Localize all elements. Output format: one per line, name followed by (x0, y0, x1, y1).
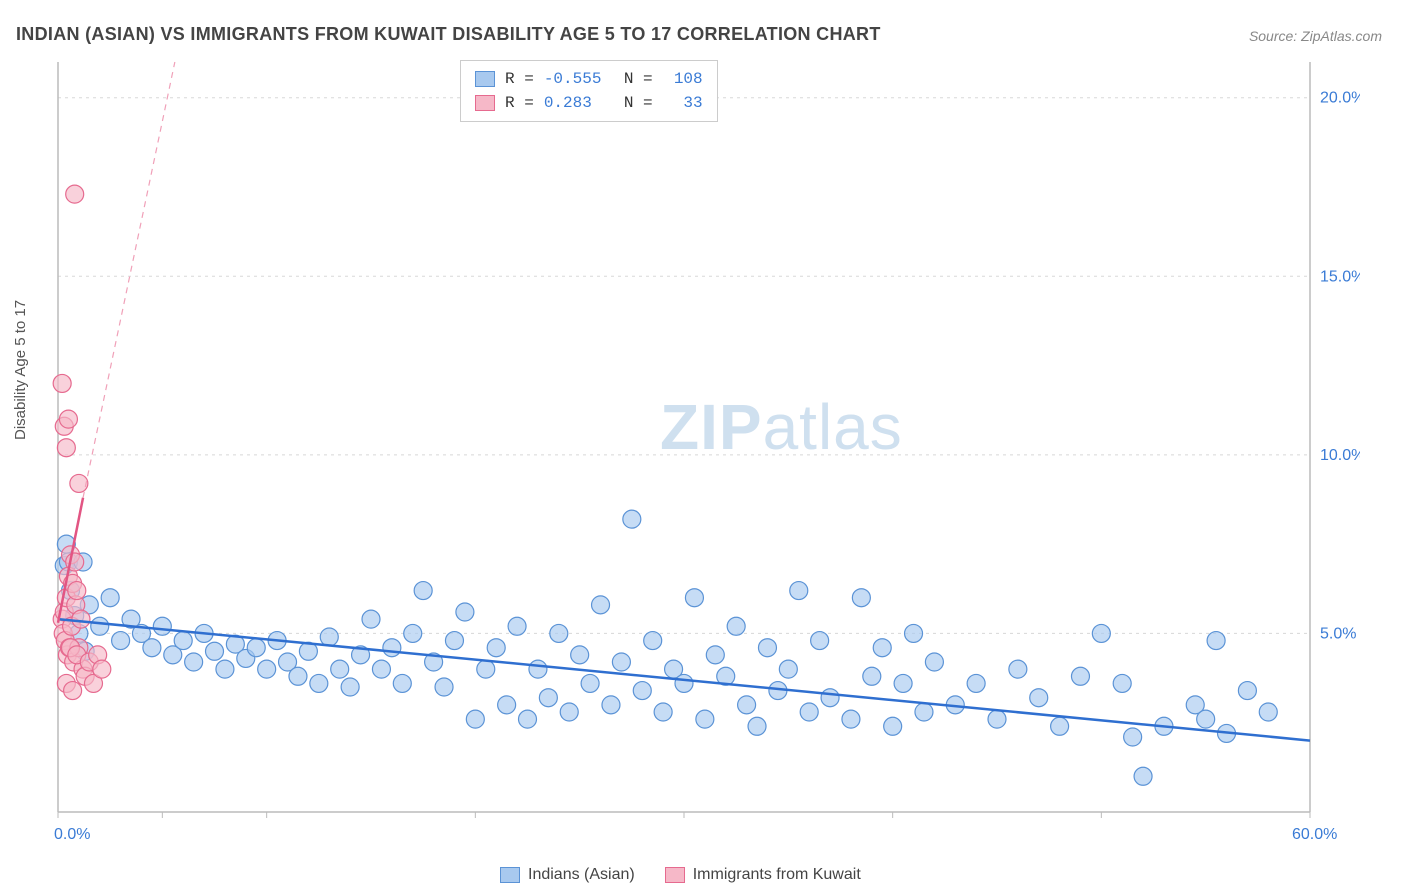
legend-n-value: 108 (663, 67, 703, 91)
svg-text:15.0%: 15.0% (1320, 268, 1360, 285)
legend-r-label: R = (505, 67, 534, 91)
legend-swatch (500, 867, 520, 883)
scatter-svg: 5.0% 10.0% 15.0% 20.0% (50, 56, 1360, 832)
legend-r-label: R = (505, 91, 534, 115)
legend-stat-row: R = 0.283 N = 33 (475, 91, 703, 115)
source-attribution: Source: ZipAtlas.com (1249, 28, 1382, 44)
series-legend-item: Indians (Asian) (500, 866, 635, 884)
series-legend-item: Immigrants from Kuwait (665, 866, 861, 884)
legend-n-value: 33 (663, 91, 703, 115)
chart-plot-area: 5.0% 10.0% 15.0% 20.0% (50, 56, 1360, 832)
legend-swatch (475, 95, 495, 111)
legend-stat-row: R = -0.555 N = 108 (475, 67, 703, 91)
series-legend-label: Immigrants from Kuwait (693, 866, 861, 883)
x-axis-min-label: 0.0% (54, 826, 90, 844)
svg-text:10.0%: 10.0% (1320, 447, 1360, 464)
x-axis-max-label: 60.0% (1292, 826, 1337, 844)
legend-r-value: 0.283 (544, 91, 614, 115)
legend-swatch (665, 867, 685, 883)
legend-r-value: -0.555 (544, 67, 614, 91)
correlation-legend: R = -0.555 N = 108 R = 0.283 N = 33 (460, 60, 718, 122)
legend-n-label: N = (624, 67, 653, 91)
legend-n-label: N = (624, 91, 653, 115)
svg-text:20.0%: 20.0% (1320, 90, 1360, 107)
legend-swatch (475, 71, 495, 87)
y-axis-label: Disability Age 5 to 17 (12, 300, 29, 440)
svg-text:5.0%: 5.0% (1320, 625, 1356, 642)
series-legend: Indians (Asian) Immigrants from Kuwait (500, 866, 861, 884)
series-legend-label: Indians (Asian) (528, 866, 635, 883)
chart-title: INDIAN (ASIAN) VS IMMIGRANTS FROM KUWAIT… (16, 24, 881, 45)
